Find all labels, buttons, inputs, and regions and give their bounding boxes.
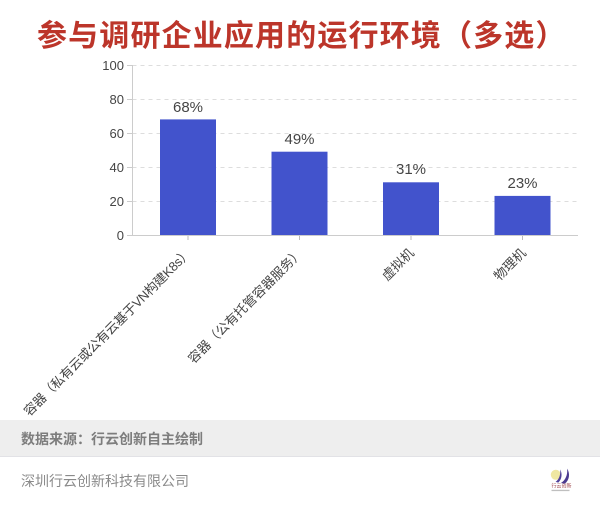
svg-text:行云创新: 行云创新 xyxy=(552,483,572,490)
